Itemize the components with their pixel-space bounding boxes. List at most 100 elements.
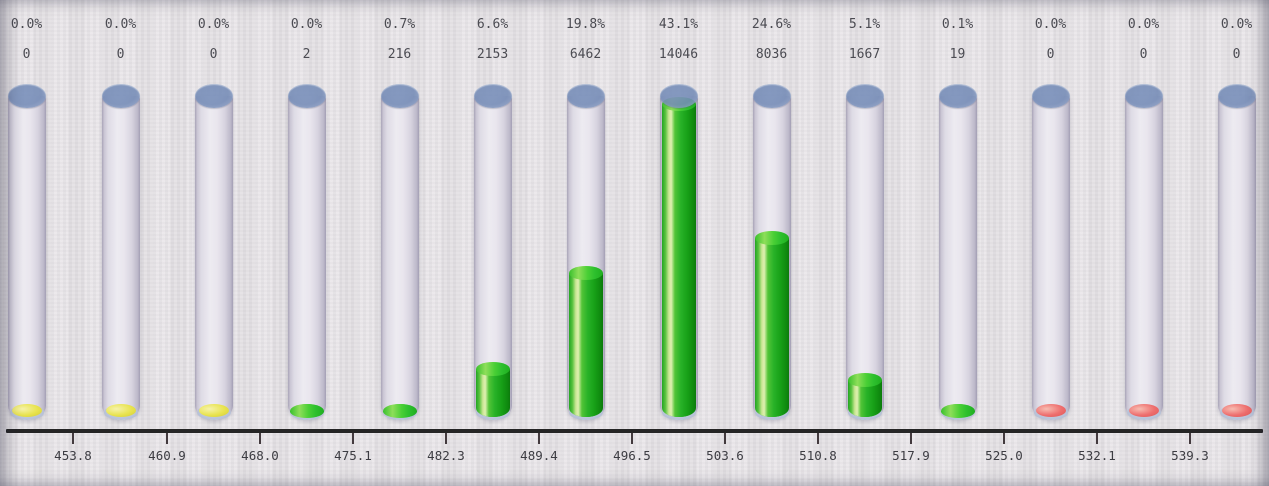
tube-column: 0.0% 0	[1190, 0, 1269, 486]
tube-glass-body	[1031, 96, 1070, 420]
tube-column: 0.0% 0	[167, 0, 260, 486]
count-label: 6462	[569, 47, 602, 62]
percent-label: 43.1%	[658, 17, 699, 32]
axis-tick-label: 468.0	[241, 448, 279, 463]
tick-mark	[631, 433, 633, 444]
axis-tick-label: 539.3	[1171, 448, 1209, 463]
tick-mark	[724, 433, 726, 444]
tube	[1124, 84, 1163, 420]
count-label: 0	[1232, 47, 1241, 62]
percent-label: 0.0%	[104, 17, 137, 32]
percent-label: 0.0%	[1127, 17, 1160, 32]
tube-column: 19.8% 6462	[539, 0, 632, 486]
tube-glass-body	[287, 96, 326, 420]
count-label: 19	[949, 47, 966, 62]
tube	[752, 84, 791, 420]
tube-fill	[568, 266, 603, 417]
tube-cap-icon	[845, 84, 884, 108]
tube-cap-icon	[287, 84, 326, 108]
tube	[1031, 84, 1070, 420]
tube-fill	[382, 404, 417, 418]
tube-cap-icon	[566, 84, 605, 108]
axis-tick-label: 453.8	[54, 448, 92, 463]
axis-tick-label: 510.8	[799, 448, 837, 463]
tube	[101, 84, 140, 420]
count-label: 0	[22, 47, 31, 62]
percent-label: 5.1%	[848, 17, 881, 32]
tube-column: 0.1% 19	[911, 0, 1004, 486]
tube-column: 0.0% 0	[74, 0, 167, 486]
tube	[938, 84, 977, 420]
tube-glass-body	[7, 96, 46, 420]
tube-column: 6.6% 2153	[446, 0, 539, 486]
axis-tick-label: 532.1	[1078, 448, 1116, 463]
count-label: 0	[1046, 47, 1055, 62]
percent-label: 0.0%	[10, 17, 43, 32]
tick-mark	[259, 433, 261, 444]
percent-label: 0.7%	[383, 17, 416, 32]
tube-column: 0.0% 0	[0, 0, 73, 486]
tube-cap-icon	[101, 84, 140, 108]
tube-glass-body	[845, 96, 884, 420]
percent-label: 0.0%	[197, 17, 230, 32]
axis-tick-label: 475.1	[334, 448, 372, 463]
percent-label: 0.0%	[1220, 17, 1253, 32]
axis-tick-label: 482.3	[427, 448, 465, 463]
tube-bottom-indicator	[105, 404, 136, 417]
tube-glass-body	[101, 96, 140, 420]
x-axis-line	[6, 429, 1263, 433]
tube	[287, 84, 326, 420]
axis-tick-label: 525.0	[985, 448, 1023, 463]
tube-cap-icon	[1124, 84, 1163, 108]
tick-mark	[352, 433, 354, 444]
tube-column: 0.0% 0	[1004, 0, 1097, 486]
count-label: 2	[302, 47, 311, 62]
tube	[194, 84, 233, 420]
tube-cap-icon	[473, 84, 512, 108]
tick-mark	[910, 433, 912, 444]
axis-tick-label: 503.6	[706, 448, 744, 463]
tick-mark	[445, 433, 447, 444]
percent-label: 24.6%	[751, 17, 792, 32]
tube-bottom-indicator	[11, 404, 42, 417]
tube	[7, 84, 46, 420]
tube-column: 43.1% 14046	[632, 0, 725, 486]
count-label: 0	[1139, 47, 1148, 62]
tick-mark	[1096, 433, 1098, 444]
tube-column: 0.0% 0	[1097, 0, 1190, 486]
percent-label: 6.6%	[476, 17, 509, 32]
tube-glass-body	[1217, 96, 1256, 420]
tube-bottom-indicator	[1221, 404, 1252, 417]
tube	[845, 84, 884, 420]
tube-bottom-indicator	[1035, 404, 1066, 417]
count-label: 8036	[755, 47, 788, 62]
percent-label: 19.8%	[565, 17, 606, 32]
axis-tick-label: 460.9	[148, 448, 186, 463]
tube	[659, 84, 698, 420]
tube-fill	[661, 97, 696, 417]
tube	[566, 84, 605, 420]
tube-bottom-indicator	[198, 404, 229, 417]
tube-cap-icon	[7, 84, 46, 108]
tube-fill	[940, 404, 975, 418]
tube-glass-body	[938, 96, 977, 420]
tube-fill	[475, 362, 510, 417]
tick-mark	[538, 433, 540, 444]
count-label: 216	[387, 47, 412, 62]
tick-mark	[1189, 433, 1191, 444]
tube-glass-body	[1124, 96, 1163, 420]
count-label: 0	[209, 47, 218, 62]
axis-tick-label: 489.4	[520, 448, 558, 463]
percent-label: 0.1%	[941, 17, 974, 32]
tube-column: 0.0% 2	[260, 0, 353, 486]
tube-cap-icon	[380, 84, 419, 108]
tube-cap-icon	[1217, 84, 1256, 108]
tick-mark	[72, 433, 74, 444]
tube-fill	[847, 373, 882, 417]
axis-tick-label: 517.9	[892, 448, 930, 463]
tube-column: 5.1% 1667	[818, 0, 911, 486]
tube-cap-icon	[752, 84, 791, 108]
percent-label: 0.0%	[1034, 17, 1067, 32]
tube	[380, 84, 419, 420]
